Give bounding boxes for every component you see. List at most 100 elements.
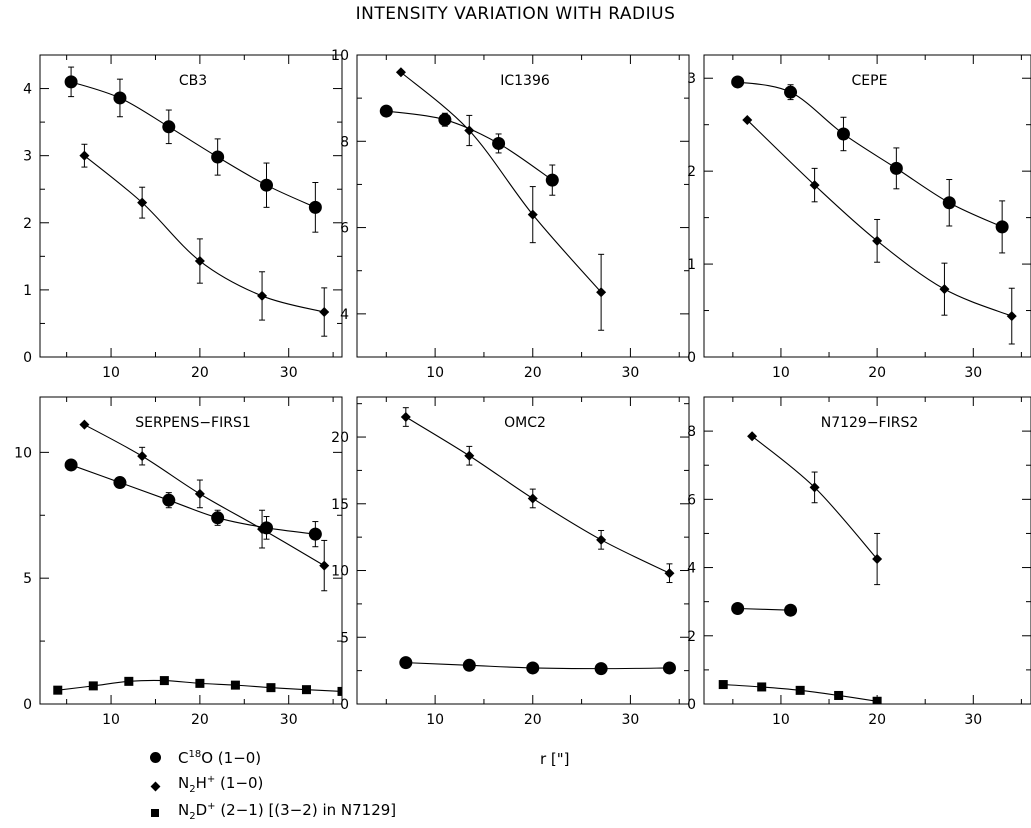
circle-point — [113, 91, 127, 105]
square-point — [266, 683, 276, 693]
diamond-point — [939, 284, 950, 295]
square-point — [301, 685, 311, 695]
circle-point — [438, 113, 452, 127]
legend-entry-n2d: N2D+ (2−1) [(3−2) in N7129] — [150, 798, 396, 825]
legend-label-c18o: C18O (1−0) — [178, 748, 262, 767]
circle-point — [545, 173, 559, 187]
circle-point — [308, 200, 322, 214]
diamond-series-curve — [84, 155, 325, 313]
circle-point — [731, 601, 745, 615]
diamond-point — [257, 524, 268, 535]
y-tick-label: 5 — [23, 571, 32, 587]
x-tick-label: 30 — [280, 712, 298, 728]
panel-title: N7129−FIRS2 — [821, 415, 919, 431]
circle-point — [113, 476, 127, 490]
circle-point — [662, 661, 676, 675]
panel-title: IC1396 — [500, 73, 550, 89]
diamond-point — [194, 488, 205, 499]
square-point — [337, 686, 342, 696]
y-tick-label: 4 — [23, 82, 32, 98]
legend-label-n2h: N2H+ (1−0) — [178, 774, 264, 795]
circle-series-curve — [70, 464, 316, 535]
panel-data — [399, 407, 676, 676]
y-tick-label: 3 — [687, 71, 696, 87]
y-tick-label: 5 — [340, 630, 349, 646]
y-tick-label: 2 — [687, 629, 696, 645]
diamond-point — [257, 290, 268, 301]
circle-point — [526, 661, 540, 675]
y-tick-label: 0 — [687, 697, 696, 713]
y-tick-label: 0 — [23, 697, 32, 713]
panel-frame — [703, 396, 1031, 705]
diamond-point — [872, 554, 883, 565]
square-point — [195, 678, 205, 688]
x-tick-label: 20 — [868, 712, 886, 728]
x-tick-label: 10 — [426, 365, 444, 381]
panel-4: 10 20 30 0 5 10 15 20 OMC2 — [331, 396, 690, 728]
y-tick-label: 15 — [331, 497, 349, 513]
square-point — [53, 685, 63, 695]
y-tick-label: 8 — [340, 134, 349, 150]
panel-3: 10 20 30 0 5 10 SERPENS−FIRS1 — [14, 396, 343, 728]
diamond-point — [137, 451, 148, 462]
circle-point — [594, 662, 608, 676]
circle-point — [942, 196, 956, 210]
panel-frame — [39, 396, 343, 705]
y-tick-label: 0 — [340, 697, 349, 713]
diamond-point — [137, 197, 148, 208]
legend-entry-c18o: C18O (1−0) — [150, 744, 396, 771]
diamond-point — [809, 180, 820, 191]
x-tick-label: 30 — [964, 365, 982, 381]
y-tick-label: 20 — [331, 430, 349, 446]
x-tick-label: 10 — [772, 712, 790, 728]
circle-point — [308, 527, 322, 541]
x-tick-label: 20 — [524, 712, 542, 728]
panel-data — [379, 67, 607, 331]
panel-frame — [356, 54, 690, 358]
panel-data — [53, 419, 342, 696]
circle-point — [731, 75, 745, 89]
x-tick-label: 30 — [621, 712, 639, 728]
square-point — [230, 680, 240, 690]
square-point — [795, 685, 805, 695]
square-point — [872, 696, 882, 704]
circle-point — [260, 178, 273, 192]
x-tick-label: 20 — [191, 365, 209, 381]
circle-point — [492, 136, 506, 150]
circle-point — [889, 161, 903, 175]
circle-point — [211, 150, 225, 164]
panel-data — [731, 75, 1017, 345]
y-tick-label: 10 — [331, 564, 349, 580]
circle-point — [784, 603, 798, 617]
x-tick-label: 30 — [621, 365, 639, 381]
y-tick-label: 1 — [687, 257, 696, 273]
circle-point — [64, 458, 78, 472]
panel-title: SERPENS−FIRS1 — [135, 415, 251, 431]
circle-point — [162, 120, 176, 134]
circle-marker-icon — [150, 751, 161, 763]
x-tick-label: 20 — [524, 365, 542, 381]
panel-5: 10 20 30 0 2 4 6 8 N7129−FIRS2 — [687, 396, 1031, 728]
diamond-point — [1006, 311, 1017, 322]
y-tick-label: 10 — [331, 48, 349, 64]
square-point — [124, 676, 134, 686]
diamond-point — [194, 256, 205, 267]
diamond-point — [400, 412, 411, 423]
diamond-point — [395, 67, 406, 78]
y-tick-label: 4 — [340, 307, 349, 323]
circle-point — [836, 127, 850, 141]
square-point — [757, 682, 767, 692]
panel-frame — [703, 54, 1031, 358]
square-marker-icon — [151, 808, 159, 817]
square-point — [88, 681, 98, 691]
y-tick-label: 3 — [23, 149, 32, 165]
diamond-series-curve — [84, 424, 325, 567]
diamond-point — [596, 287, 607, 298]
x-tick-label: 30 — [964, 712, 982, 728]
circle-series-curve — [737, 607, 791, 611]
circle-point — [399, 656, 413, 670]
diamond-point — [464, 125, 475, 136]
panel-2: 10 20 30 0 1 2 3 CEPE — [687, 54, 1031, 381]
diamond-series-curve — [400, 71, 602, 293]
